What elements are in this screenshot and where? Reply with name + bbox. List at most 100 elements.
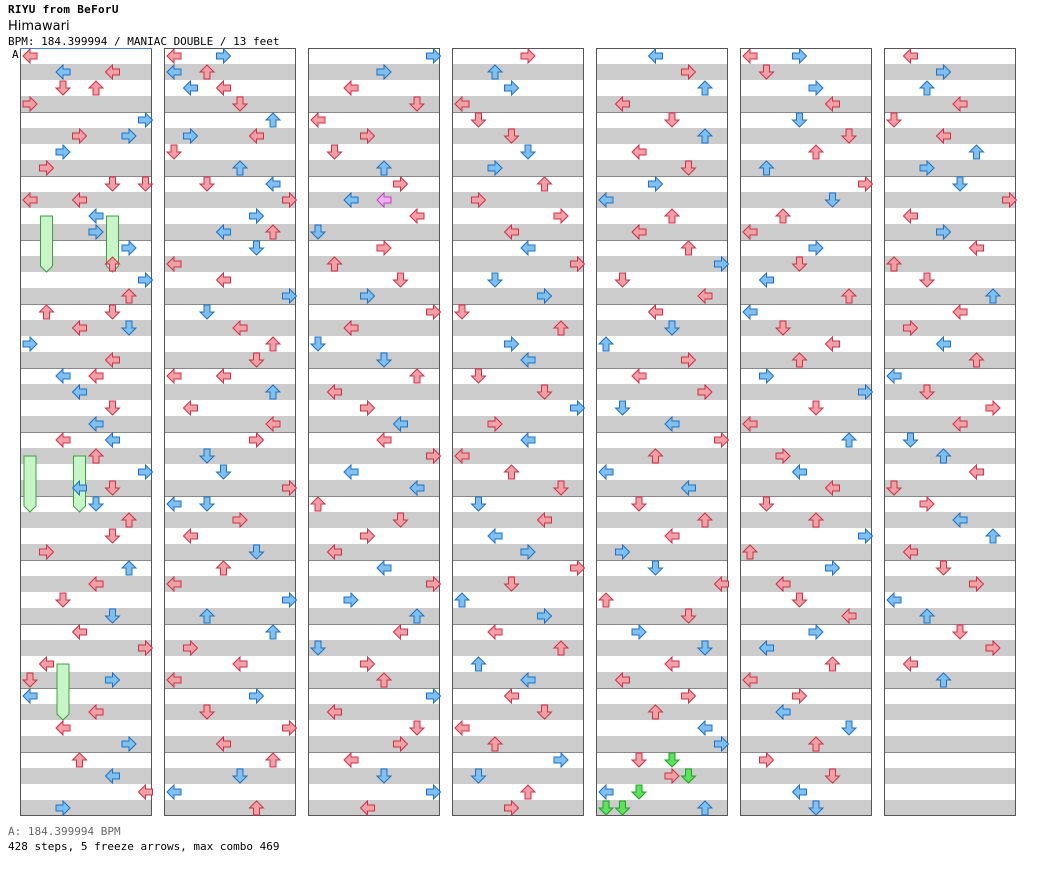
beat-stripe [164,448,296,464]
step-arrow [840,128,858,144]
beat-stripe [308,64,440,80]
beat-stripe [884,704,1016,720]
step-arrow [282,591,298,609]
beat-stripe [20,672,152,688]
beat-stripe [884,192,1016,208]
beat-stripe [596,480,728,496]
step-arrow [231,96,249,112]
step-arrow [807,400,825,416]
step-arrow [282,287,298,305]
step-arrow [326,383,342,401]
step-arrow [326,256,343,272]
step-arrow [503,223,519,241]
step-arrow [120,560,138,576]
step-arrow [326,144,343,160]
beat-stripe [740,128,872,144]
step-arrow [519,784,537,800]
step-arrow [824,95,840,113]
step-arrow [758,496,775,512]
beat-stripe [596,640,728,656]
beat-stripe [308,160,440,176]
freeze-arrow [56,663,70,721]
step-arrow [198,64,216,80]
step-arrow [520,543,536,561]
beat-stripe [740,224,872,240]
step-arrow [248,127,264,145]
step-arrow [408,720,426,736]
step-arrow [824,335,840,353]
step-arrow [426,783,442,801]
step-arrow [807,512,825,528]
step-arrow [647,448,664,464]
step-arrow [553,207,569,225]
step-arrow [520,239,536,257]
step-arrow [55,719,71,737]
step-arrow [664,415,680,433]
step-arrow [376,431,392,449]
step-arrow [615,543,631,561]
beat-stripe [20,736,152,752]
step-arrow [742,47,758,65]
step-arrow [630,752,648,768]
step-arrow [919,159,935,177]
step-arrow [858,175,874,193]
step-arrow [885,480,903,496]
step-arrow [824,479,840,497]
step-arrow [309,496,327,512]
step-arrow [282,719,298,737]
beat-stripe [596,608,728,624]
beat-stripe [308,416,440,432]
step-arrow [536,704,553,720]
step-arrow [343,751,359,769]
step-arrow [39,543,55,561]
beat-stripe [596,384,728,400]
step-arrow [792,687,808,705]
step-arrow [503,576,520,592]
step-arrow [520,47,536,65]
step-arrow [183,127,199,145]
step-arrow [104,176,121,192]
step-arrow [121,239,137,257]
step-arrow [918,80,936,96]
chart-column-border [164,48,296,816]
beat-stripe [164,192,296,208]
step-arrow [88,415,104,433]
beat-stripe [308,768,440,784]
step-arrow [326,703,342,721]
step-arrow [775,575,791,593]
beat-stripe [164,288,296,304]
step-arrow [216,47,232,65]
beat-stripe [20,544,152,560]
step-arrow [231,160,249,176]
beat-stripe [20,224,152,240]
step-arrow [886,367,902,385]
step-arrow [520,671,536,689]
step-arrow [138,271,154,289]
step-arrow [248,800,265,816]
step-arrow [120,320,138,336]
step-arrow [215,223,231,241]
beat-stripe [740,320,872,336]
step-arrow [182,79,198,97]
step-arrow [614,95,630,113]
step-arrow [104,400,121,416]
step-arrow [87,80,105,96]
beat-stripe [308,448,440,464]
step-arrow [520,431,536,449]
step-arrow [408,96,426,112]
step-arrow [39,159,55,177]
beat-stripe [740,800,872,816]
beat-stripe [164,64,296,80]
beat-stripe [20,64,152,80]
step-arrow [902,543,918,561]
step-arrow [614,671,630,689]
step-arrow [198,448,216,464]
step-arrow [470,368,487,384]
beat-stripe [596,736,728,752]
step-arrow [166,47,182,65]
step-arrow [375,160,393,176]
step-arrow [360,399,376,417]
beat-stripe [308,96,440,112]
step-arrow [697,287,713,305]
step-arrow [969,575,985,593]
